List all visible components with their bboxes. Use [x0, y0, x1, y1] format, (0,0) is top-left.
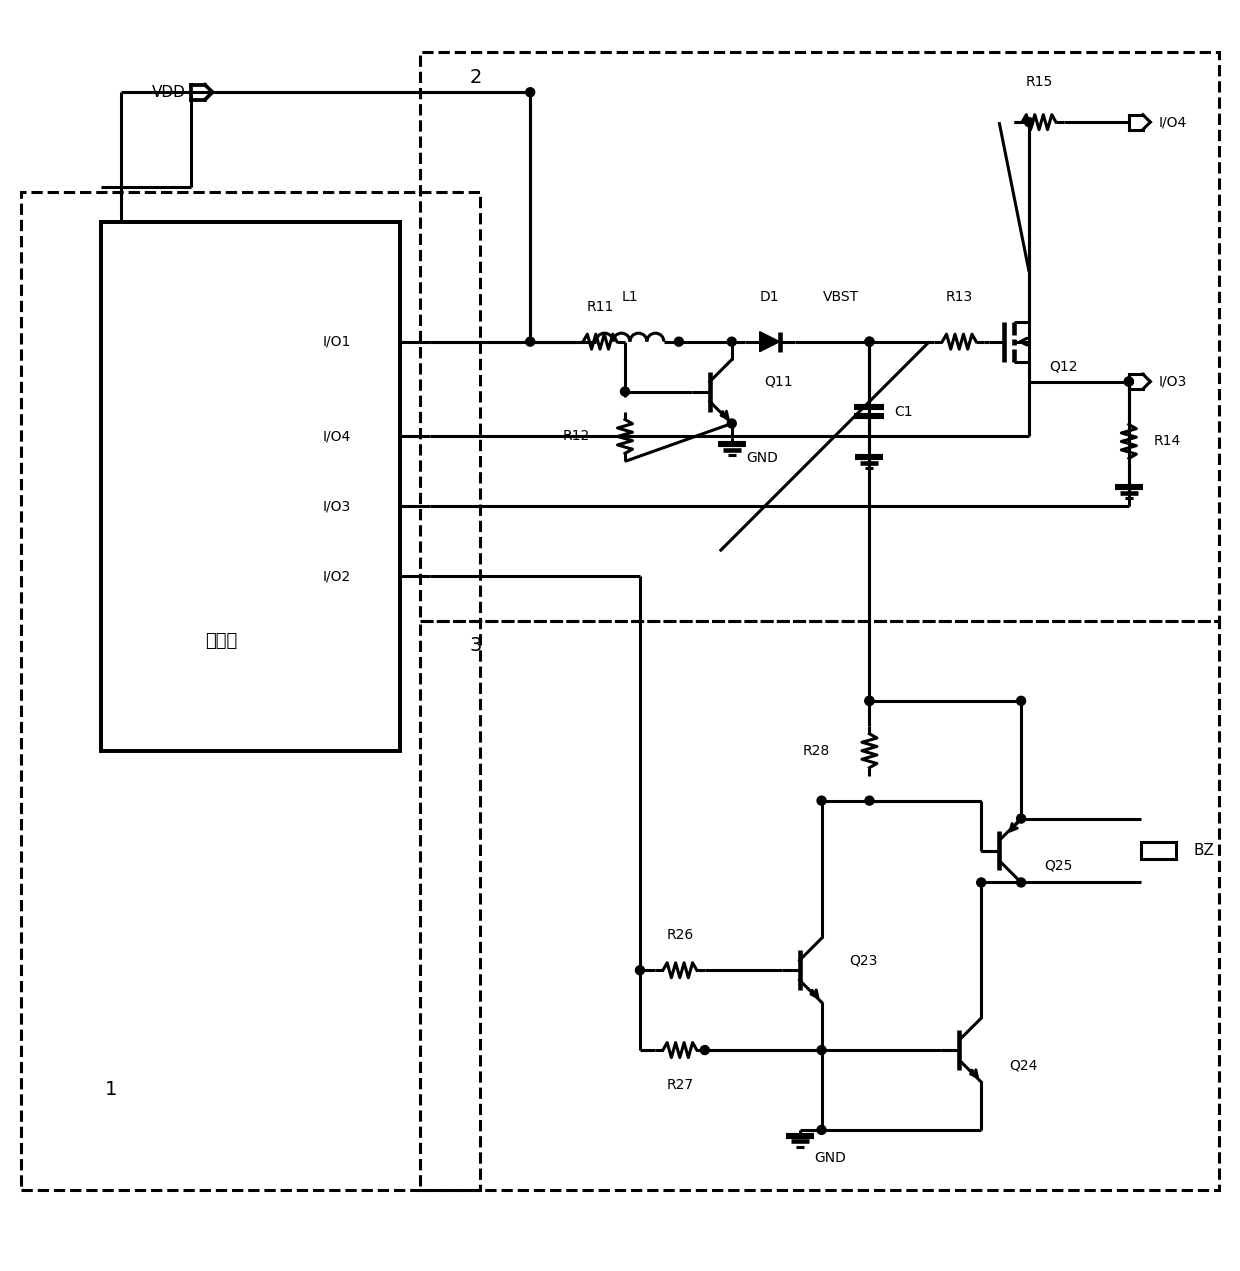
Circle shape [526, 337, 534, 346]
Text: I/O3: I/O3 [1158, 375, 1187, 389]
Circle shape [866, 796, 874, 805]
Text: R15: R15 [1025, 75, 1053, 89]
Circle shape [1017, 697, 1025, 705]
Bar [420, 622, 1219, 1190]
Text: VDD: VDD [153, 85, 186, 99]
Circle shape [1125, 377, 1133, 386]
Text: 单片机: 单片机 [205, 632, 237, 649]
Text: GND: GND [746, 451, 779, 465]
Text: R13: R13 [946, 290, 973, 304]
Circle shape [635, 966, 645, 975]
Text: Q12: Q12 [1049, 360, 1078, 374]
Text: R26: R26 [666, 928, 693, 942]
Text: I/O2: I/O2 [322, 569, 351, 583]
Circle shape [1024, 118, 1034, 127]
Text: I/O3: I/O3 [322, 500, 351, 513]
Text: Q11: Q11 [765, 375, 794, 389]
Text: R27: R27 [666, 1078, 693, 1092]
Circle shape [675, 337, 683, 346]
Text: R28: R28 [802, 744, 830, 758]
Text: R12: R12 [563, 430, 590, 444]
Circle shape [866, 697, 874, 705]
Text: 3: 3 [469, 637, 481, 656]
Bar [420, 52, 1219, 622]
Circle shape [817, 796, 826, 805]
Circle shape [727, 337, 737, 346]
Text: VBST: VBST [823, 290, 859, 304]
Bar [102, 222, 401, 751]
Circle shape [817, 1125, 826, 1135]
Circle shape [1017, 815, 1025, 824]
Bar [1141, 841, 1177, 859]
Text: Q25: Q25 [1044, 858, 1073, 872]
Circle shape [620, 388, 630, 397]
Text: 1: 1 [105, 1080, 118, 1099]
Text: I/O4: I/O4 [322, 430, 351, 444]
Text: L1: L1 [621, 290, 639, 304]
Text: BZ: BZ [1194, 843, 1215, 858]
Text: Q24: Q24 [1009, 1057, 1038, 1071]
Text: C1: C1 [894, 404, 913, 418]
Circle shape [866, 337, 874, 346]
Text: R14: R14 [1153, 435, 1180, 449]
Circle shape [1125, 377, 1133, 386]
Circle shape [526, 88, 534, 97]
Circle shape [1017, 878, 1025, 887]
Circle shape [727, 419, 737, 428]
Circle shape [977, 878, 986, 887]
Circle shape [701, 1046, 709, 1055]
Text: Q23: Q23 [849, 953, 878, 967]
Polygon shape [760, 332, 780, 352]
Text: 2: 2 [469, 67, 481, 86]
Text: GND: GND [815, 1150, 847, 1164]
Circle shape [866, 697, 874, 705]
Circle shape [866, 337, 874, 346]
Text: R11: R11 [587, 300, 614, 314]
Bar [21, 192, 480, 1190]
Circle shape [817, 1046, 826, 1055]
Text: I/O1: I/O1 [322, 334, 351, 348]
Text: I/O4: I/O4 [1158, 116, 1187, 130]
Text: D1: D1 [760, 290, 780, 304]
